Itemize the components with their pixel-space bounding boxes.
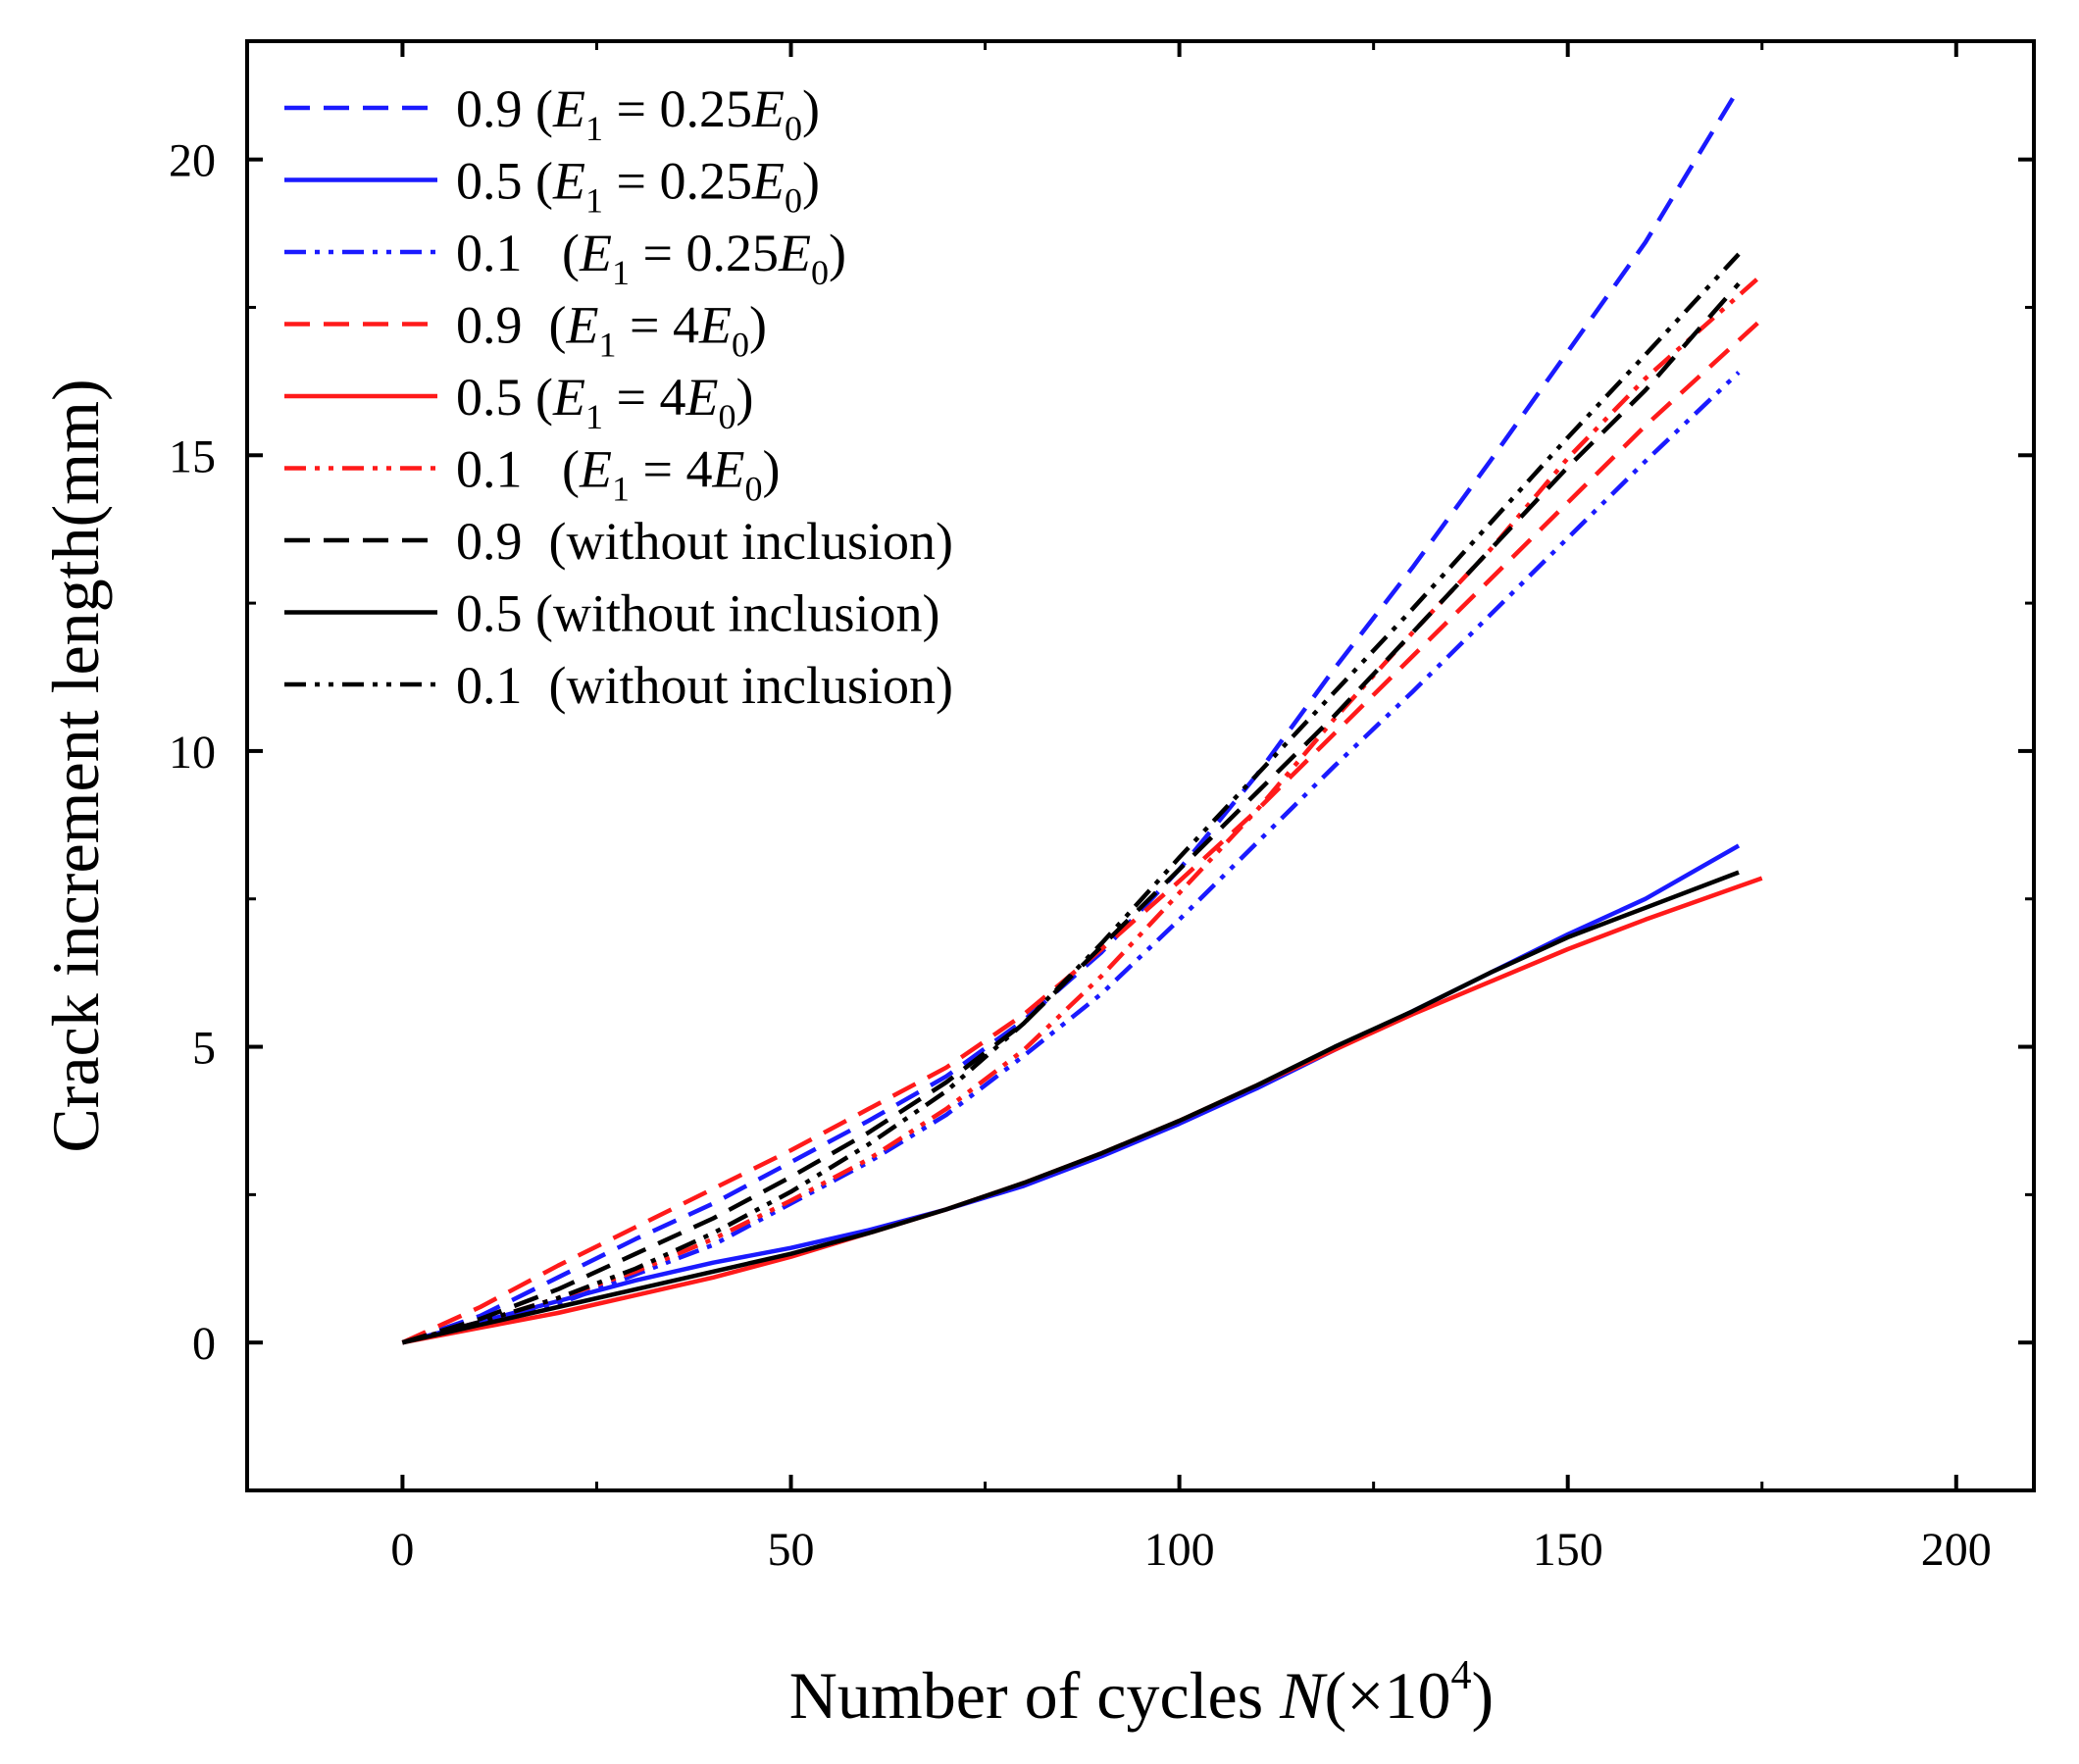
y-tick-label: 20 <box>169 135 216 187</box>
x-tick-label: 50 <box>768 1524 815 1576</box>
y-tick-label: 15 <box>169 430 216 482</box>
legend-label: 0.9 (without inclusion) <box>456 512 953 571</box>
series-line-9 <box>401 252 1741 1345</box>
legend-label: 0.9 (E1 = 0.25E0) <box>456 79 820 148</box>
y-tick-label: 0 <box>192 1318 216 1370</box>
plot-frame <box>245 39 2036 1492</box>
x-tick-label: 100 <box>1144 1524 1215 1576</box>
legend-label: 0.1 (E1 = 0.25E0) <box>456 224 846 292</box>
legend-entry: 0.1 (E1 = 0.25E0) <box>284 224 846 292</box>
legend-entry: 0.9 (E1 = 0.25E0) <box>284 79 820 148</box>
legend-entry: 0.9 (E1 = 4E0) <box>284 296 767 365</box>
legend-label: 0.5 (E1 = 4E0) <box>456 368 753 436</box>
legend-entry: 0.5 (E1 = 0.25E0) <box>284 152 820 221</box>
y-tick-label: 5 <box>192 1023 216 1075</box>
x-tick-label: 0 <box>390 1524 414 1576</box>
y-tick-label: 10 <box>169 727 216 779</box>
x-tick-label: 200 <box>1921 1524 1992 1576</box>
series-line-8 <box>401 870 1740 1345</box>
legend-label: 0.5 (without inclusion) <box>456 584 939 643</box>
legend-label: 0.5 (E1 = 0.25E0) <box>456 152 820 221</box>
x-tick-label: 150 <box>1533 1524 1603 1576</box>
series-line-3 <box>401 371 1741 1345</box>
ticks-layer: 0 50 100 150 200 0 5 10 15 20 <box>169 41 2034 1576</box>
legend-label: 0.1 (without inclusion) <box>456 656 953 715</box>
legend-entry: 0.1 (without inclusion) <box>284 656 953 715</box>
legend: 0.9 (E1 = 0.25E0)0.5 (E1 = 0.25E0) 0.1 (… <box>284 79 953 715</box>
y-axis-label: Crack increment length(mm) <box>38 378 113 1152</box>
legend-entry: 0.5 (E1 = 4E0) <box>284 368 753 436</box>
legend-entry: 0.1 (E1 = 4E0) <box>284 440 780 509</box>
legend-label: 0.1 (E1 = 4E0) <box>456 440 780 509</box>
legend-label: 0.9 (E1 = 4E0) <box>456 296 767 365</box>
series-layer <box>401 87 1764 1345</box>
x-axis-label: Number of cycles N(×104) <box>789 1653 1494 1733</box>
legend-entry: 0.9 (without inclusion) <box>284 512 953 571</box>
legend-entry: 0.5 (without inclusion) <box>284 584 939 643</box>
